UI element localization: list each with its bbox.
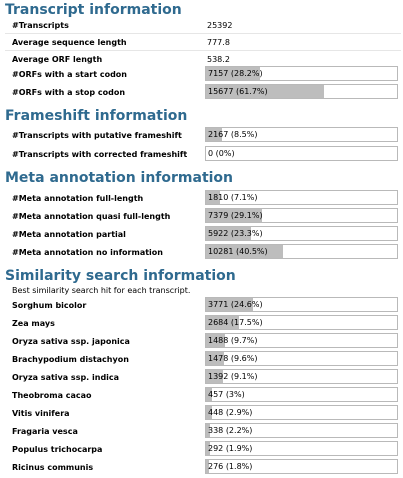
bar-fill xyxy=(206,334,225,347)
bar-value: 1488 (9.7%) xyxy=(208,336,258,345)
bar-fill xyxy=(206,128,223,141)
bar-row-label: Oryza sativa ssp. japonica xyxy=(12,337,130,346)
bar-value: 15677 (61.7%) xyxy=(208,87,268,96)
stat-value: 777.8 xyxy=(207,38,230,47)
bar-value: 457 (3%) xyxy=(208,390,245,399)
bar-row: 2684 (17.5%) xyxy=(205,315,398,330)
bar-fill xyxy=(206,227,251,240)
bar-row: 448 (2.9%) xyxy=(205,405,398,420)
bar-row-label: #ORFs with a stop codon xyxy=(12,88,126,97)
bar-row: 7379 (29.1%) xyxy=(205,208,398,223)
bar-row: 7157 (28.2%) xyxy=(205,66,398,81)
bar-row-label: #Meta annotation partial xyxy=(12,230,126,239)
bar-fill xyxy=(206,85,324,98)
bar-value: 7379 (29.1%) xyxy=(208,211,263,220)
similarity-section-title: Similarity search information xyxy=(5,268,236,284)
bar-fill xyxy=(206,67,260,80)
bar-value: 5922 (23.3%) xyxy=(208,229,263,238)
bar-value: 1810 (7.1%) xyxy=(208,193,258,202)
bar-row: 5922 (23.3%) xyxy=(205,226,398,241)
stat-label: Average ORF length xyxy=(12,55,103,64)
bar-fill xyxy=(206,352,225,365)
bar-row: 292 (1.9%) xyxy=(205,441,398,456)
bar-row: 1810 (7.1%) xyxy=(205,190,398,205)
bar-value: 292 (1.9%) xyxy=(208,444,253,453)
bar-row-label: Oryza sativa ssp. indica xyxy=(12,373,120,382)
bar-value: 7157 (28.2%) xyxy=(208,69,263,78)
bar-row-label: Populus trichocarpa xyxy=(12,445,103,454)
bar-fill xyxy=(206,245,284,258)
bar-row-label: Sorghum bicolor xyxy=(12,301,87,310)
stat-label: #Transcripts xyxy=(12,21,69,30)
bar-row: 15677 (61.7%) xyxy=(205,84,398,99)
row-divider xyxy=(5,33,401,34)
bar-row-label: Fragaria vesca xyxy=(12,427,78,436)
bar-row: 1392 (9.1%) xyxy=(205,369,398,384)
bar-fill xyxy=(206,316,240,329)
bar-row-label: Theobroma cacao xyxy=(12,391,92,400)
bar-value: 10281 (40.5%) xyxy=(208,247,268,256)
bar-row: 3771 (24.6%) xyxy=(205,297,398,312)
bar-row: 338 (2.2%) xyxy=(205,423,398,438)
bar-fill xyxy=(206,209,262,222)
similarity-note: Best similarity search hit for each tran… xyxy=(12,286,191,295)
bar-value: 1392 (9.1%) xyxy=(208,372,258,381)
bar-row: 1478 (9.6%) xyxy=(205,351,398,366)
stat-label: Average sequence length xyxy=(12,38,127,47)
bar-row: 2167 (8.5%) xyxy=(205,127,398,142)
bar-row: 457 (3%) xyxy=(205,387,398,402)
bar-value: 448 (2.9%) xyxy=(208,408,253,417)
bar-fill xyxy=(206,388,212,401)
bar-row-label: #Meta annotation full-length xyxy=(12,194,144,203)
bar-row-label: #Meta annotation no information xyxy=(12,248,163,257)
bar-fill xyxy=(206,191,220,204)
bar-row-label: #Meta annotation quasi full-length xyxy=(12,212,171,221)
bar-value: 0 (0%) xyxy=(208,149,235,158)
bar-fill xyxy=(206,370,224,383)
bar-value: 3771 (24.6%) xyxy=(208,300,263,309)
stat-value: 25392 xyxy=(207,21,233,30)
bar-row: 10281 (40.5%) xyxy=(205,244,398,259)
bar-fill xyxy=(206,442,210,455)
bar-row-label: #ORFs with a start codon xyxy=(12,70,127,79)
bar-row-label: Brachypodium distachyon xyxy=(12,355,129,364)
bar-row: 276 (1.8%) xyxy=(205,459,398,474)
bar-fill xyxy=(206,298,253,311)
bar-row: 1488 (9.7%) xyxy=(205,333,398,348)
bar-fill xyxy=(206,406,212,419)
bar-row-label: Zea mays xyxy=(12,319,55,328)
bar-fill xyxy=(206,460,210,473)
bar-value: 2684 (17.5%) xyxy=(208,318,263,327)
bar-row-label: #Transcripts with corrected frameshift xyxy=(12,150,188,159)
bar-value: 276 (1.8%) xyxy=(208,462,253,471)
stat-value: 538.2 xyxy=(207,55,230,64)
bar-row-label: Ricinus communis xyxy=(12,463,94,472)
frameshift-section-title: Frameshift information xyxy=(5,108,188,124)
bar-value: 1478 (9.6%) xyxy=(208,354,258,363)
bar-row: 0 (0%) xyxy=(205,146,398,161)
row-divider xyxy=(5,50,401,51)
bar-value: 338 (2.2%) xyxy=(208,426,253,435)
bar-fill xyxy=(206,424,211,437)
bar-row-label: #Transcripts with putative frameshift xyxy=(12,131,182,140)
bar-value: 2167 (8.5%) xyxy=(208,130,258,139)
meta-section-title: Meta annotation information xyxy=(5,170,234,186)
bar-row-label: Vitis vinifera xyxy=(12,409,70,418)
transcript-section-title: Transcript information xyxy=(5,2,182,18)
